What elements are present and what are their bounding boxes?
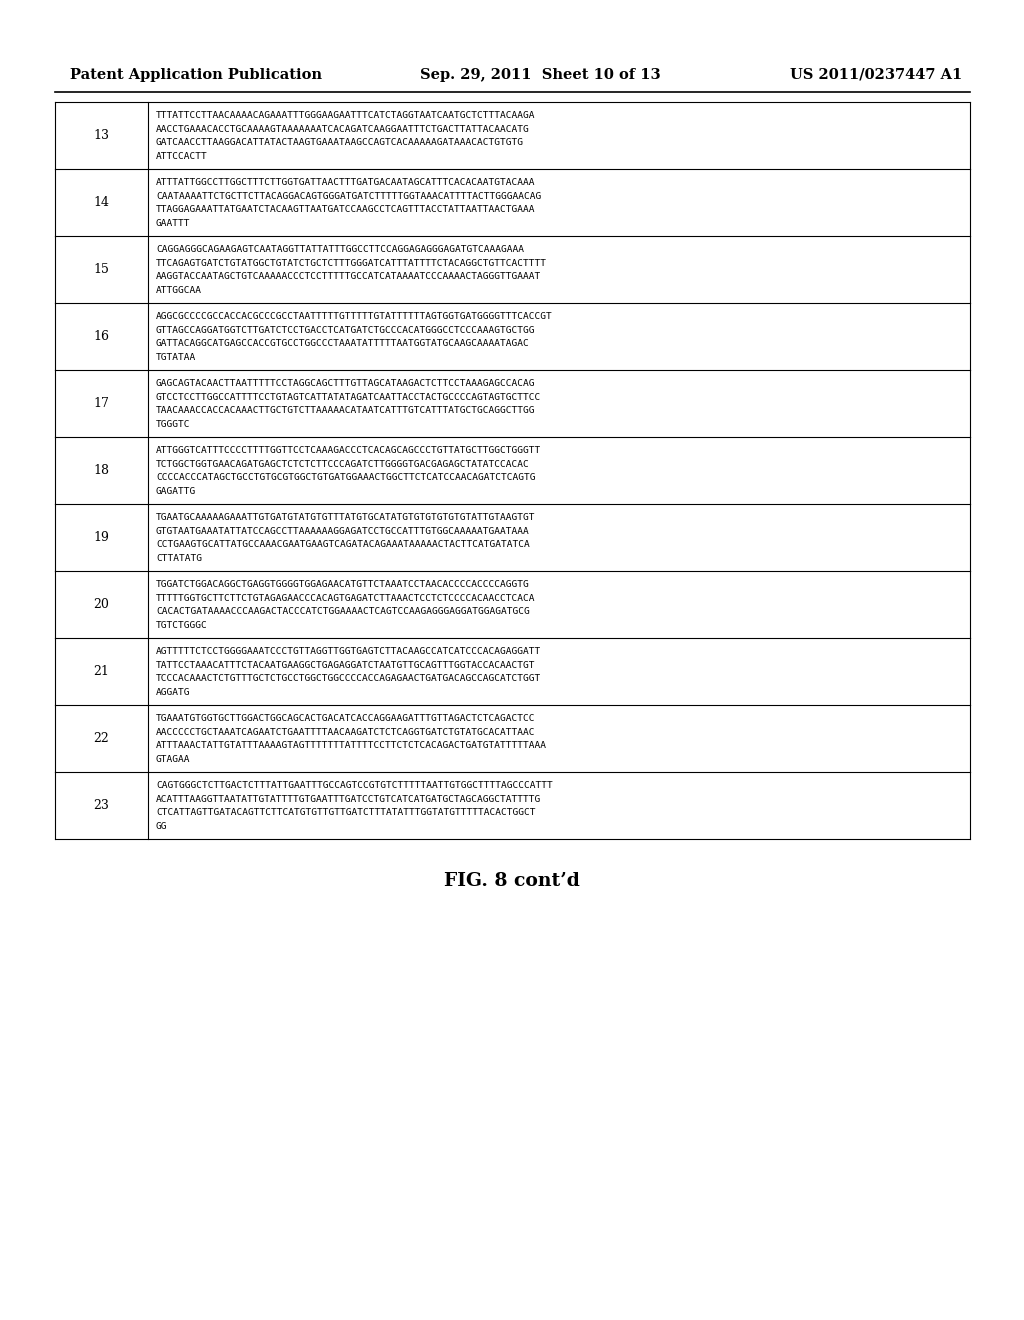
Text: GAATTT: GAATTT: [156, 219, 190, 228]
Text: CCCCACCCATAGCTGCCTGTGCGTGGCTGTGATGGAAACTGGCTTCTCATCCAACAGATCTCAGTG: CCCCACCCATAGCTGCCTGTGCGTGGCTGTGATGGAAACT…: [156, 474, 536, 482]
Text: 17: 17: [93, 397, 110, 411]
Text: GTCCTCCTTGGCCATTTTCCTGTAGTCATTATATAGATCAATTACCTACTGCCCCAGTAGTGCTTCC: GTCCTCCTTGGCCATTTTCCTGTAGTCATTATATAGATCA…: [156, 393, 542, 401]
Text: TCCCACAAACTCTGTTTGCTCTGCCTGGCTGGCCCCACCAGAGAACTGATGACAGCCAGCATCTGGT: TCCCACAAACTCTGTTTGCTCTGCCTGGCTGGCCCCACCA…: [156, 675, 542, 684]
Text: CACACTGATAAAACCCAAGACTACCCATCTGGAAAACTCAGTCCAAGAGGGAGGATGGAGATGCG: CACACTGATAAAACCCAAGACTACCCATCTGGAAAACTCA…: [156, 607, 529, 616]
Text: TTTTTGGTGCTTCTTCTGTAGAGAACCCACAGTGAGATCTTAAACTCCTCTCCCCACAACCTCACA: TTTTTGGTGCTTCTTCTGTAGAGAACCCACAGTGAGATCT…: [156, 594, 536, 603]
Text: GTAGAA: GTAGAA: [156, 755, 190, 764]
Text: TGGGTC: TGGGTC: [156, 420, 190, 429]
Text: ATTGGCAA: ATTGGCAA: [156, 285, 202, 294]
Text: CCTGAAGTGCATTATGCCAAACGAATGAAGTCAGATACAGAAATAAAAACTACTTCATGATATCA: CCTGAAGTGCATTATGCCAAACGAATGAAGTCAGATACAG…: [156, 540, 529, 549]
Text: 21: 21: [93, 665, 110, 678]
Text: TGTCTGGGC: TGTCTGGGC: [156, 620, 208, 630]
Text: ATTCCACTT: ATTCCACTT: [156, 152, 208, 161]
Text: TTAGGAGAAATTATGAATCTACAAGTTAATGATCCAAGCCTCAGTTTACCTATTAATTAACTGAAA: TTAGGAGAAATTATGAATCTACAAGTTAATGATCCAAGCC…: [156, 205, 536, 214]
Text: 23: 23: [93, 799, 110, 812]
Text: AAGGTACCAATAGCTGTCAAAAACCCTCCTTTTTGCCATCATAAAATCCCAAAACTAGGGTTGAAAT: AAGGTACCAATAGCTGTCAAAAACCCTCCTTTTTGCCATC…: [156, 272, 542, 281]
Text: CTTATATG: CTTATATG: [156, 554, 202, 562]
Text: TATTCCTAAACATTTCTACAATGAAGGCTGAGAGGATCTAATGTTGCAGTTTGGTACCACAACTGT: TATTCCTAAACATTTCTACAATGAAGGCTGAGAGGATCTA…: [156, 661, 536, 669]
Text: 13: 13: [93, 129, 110, 143]
Text: US 2011/0237447 A1: US 2011/0237447 A1: [790, 69, 963, 82]
Text: TGAATGCAAAAAGAAATTGTGATGTATGTGTTTATGTGCATATGTGTGTGTGTGTATTGTAAGTGT: TGAATGCAAAAAGAAATTGTGATGTATGTGTTTATGTGCA…: [156, 513, 536, 523]
Text: ACATTTAAGGTTAATATTGTATTTTGTGAATTTGATCCTGTCATCATGATGCTAGCAGGCTATTTTG: ACATTTAAGGTTAATATTGTATTTTGTGAATTTGATCCTG…: [156, 795, 542, 804]
Text: GG: GG: [156, 822, 168, 830]
Text: 14: 14: [93, 195, 110, 209]
Text: TAACAAACCACCACAAACTTGCTGTCTTAAAAACATAATCATTTGTCATTTATGCTGCAGGCTTGG: TAACAAACCACCACAAACTTGCTGTCTTAAAAACATAATC…: [156, 407, 536, 416]
Text: CAGGAGGGCAGAAGAGTCAATAGGTTATTATTTGGCCTTCCAGGAGAGGGAGATGTCAAAGAAA: CAGGAGGGCAGAAGAGTCAATAGGTTATTATTTGGCCTTC…: [156, 246, 524, 255]
Text: 18: 18: [93, 465, 110, 477]
Text: GAGATTG: GAGATTG: [156, 487, 197, 496]
Text: GATTACAGGCATGAGCCACCGTGCCTGGCCCTAAATATTTTTAATGGTATGCAAGCAAAATAGAC: GATTACAGGCATGAGCCACCGTGCCTGGCCCTAAATATTT…: [156, 339, 529, 348]
Text: TGAAATGTGGTGCTTGGACTGGCAGCACTGACATCACCAGGAAGATTTGTTAGACTCTCAGACTCC: TGAAATGTGGTGCTTGGACTGGCAGCACTGACATCACCAG…: [156, 714, 536, 723]
Text: 15: 15: [93, 263, 110, 276]
Text: TGGATCTGGACAGGCTGAGGTGGGGTGGAGAACATGTTCTAAATCCTAACACCCCACCCCAGGTG: TGGATCTGGACAGGCTGAGGTGGGGTGGAGAACATGTTCT…: [156, 581, 529, 589]
Text: ATTTATTGGCCTTGGCTTTCTTGGTGATTAACTTTGATGACAATAGCATTTCACACAATGTACAAA: ATTTATTGGCCTTGGCTTTCTTGGTGATTAACTTTGATGA…: [156, 178, 536, 187]
Text: GTGTAATGAAATATTATCCAGCCTTAAAAAAGGAGATCCTGCCATTTGTGGCAAAAATGAATAAA: GTGTAATGAAATATTATCCAGCCTTAAAAAAGGAGATCCT…: [156, 527, 529, 536]
Text: FIG. 8 cont’d: FIG. 8 cont’d: [444, 873, 580, 890]
Text: TCTGGCTGGTGAACAGATGAGCTCTCTCTTCCCAGATCTTGGGGTGACGAGAGCTATATCCACAC: TCTGGCTGGTGAACAGATGAGCTCTCTCTTCCCAGATCTT…: [156, 459, 529, 469]
Text: TTCAGAGTGATCTGTATGGCTGTATCTGCTCTTTGGGATCATTTATTTTCTACAGGCTGTTCACTTTT: TTCAGAGTGATCTGTATGGCTGTATCTGCTCTTTGGGATC…: [156, 259, 547, 268]
Text: AACCCCCTGCTAAATCAGAATCTGAATTTTAACAAGATCTCTCAGGTGATCTGTATGCACATTAAC: AACCCCCTGCTAAATCAGAATCTGAATTTTAACAAGATCT…: [156, 727, 536, 737]
Text: 16: 16: [93, 330, 110, 343]
Text: CAATAAAATTCTGCTTCTTACAGGACAGTGGGATGATCTTTTTGGTAAACATTTTACTTGGGAACAG: CAATAAAATTCTGCTTCTTACAGGACAGTGGGATGATCTT…: [156, 191, 542, 201]
Text: GTTAGCCAGGATGGTCTTGATCTCCTGACCTCATGATCTGCCCACATGGGCCTCCCAAAGTGCTGG: GTTAGCCAGGATGGTCTTGATCTCCTGACCTCATGATCTG…: [156, 326, 536, 335]
Text: GATCAACCTTAAGGACATTATACTAAGTGAAATAAGCCAGTCACAAAAAGATAAACACTGTGTG: GATCAACCTTAAGGACATTATACTAAGTGAAATAAGCCAG…: [156, 139, 524, 148]
Text: TGTATAA: TGTATAA: [156, 352, 197, 362]
Text: CAGTGGGCTCTTGACTCTTTATTGAATTTGCCAGTCCGTGTCTTTTTAATTGTGGCTTTTAGCCCATTT: CAGTGGGCTCTTGACTCTTTATTGAATTTGCCAGTCCGTG…: [156, 781, 553, 791]
Text: 19: 19: [93, 531, 110, 544]
Text: Patent Application Publication: Patent Application Publication: [70, 69, 322, 82]
Text: Sep. 29, 2011  Sheet 10 of 13: Sep. 29, 2011 Sheet 10 of 13: [420, 69, 660, 82]
Text: ATTGGGTCATTTCCCCTTTTGGTTCCTCAAAGACCCTCACAGCAGCCCTGTTATGCTTGGCTGGGTT: ATTGGGTCATTTCCCCTTTTGGTTCCTCAAAGACCCTCAC…: [156, 446, 542, 455]
Text: GAGCAGTACAACTTAATTTTTCCTAGGCAGCTTTGTTAGCATAAGACTCTTCCTAAAGAGCCACAG: GAGCAGTACAACTTAATTTTTCCTAGGCAGCTTTGTTAGC…: [156, 379, 536, 388]
Text: 20: 20: [93, 598, 110, 611]
Text: TTTATTCCTTAACAAAACAGAAATTTGGGAAGAATTTCATCTAGGTAATCAATGCTCTTTACAAGA: TTTATTCCTTAACAAAACAGAAATTTGGGAAGAATTTCAT…: [156, 111, 536, 120]
Text: CTCATTAGTTGATACAGTTCTTCATGTGTTGTTGATCTTTATATTTGGTATGTTTTTACACTGGCT: CTCATTAGTTGATACAGTTCTTCATGTGTTGTTGATCTTT…: [156, 808, 536, 817]
Text: 22: 22: [93, 733, 110, 744]
Text: AGGCGCCCCGCCACCACGCCCGCCTAATTTTTGTTTTTGTATTTTTTAGTGGTGATGGGGTTTCACCGT: AGGCGCCCCGCCACCACGCCCGCCTAATTTTTGTTTTTGT…: [156, 313, 553, 321]
Text: AACCTGAAACACCTGCAAAAGTAAAAAAATCACAGATCAAGGAATTTCTGACTTATTACAACATG: AACCTGAAACACCTGCAAAAGTAAAAAAATCACAGATCAA…: [156, 125, 529, 133]
Text: AGTTTTTCTCCTGGGGAAATCCCTGTTAGGTTGGTGAGTCTTACAAGCCATCATCCCACAGAGGATT: AGTTTTTCTCCTGGGGAAATCCCTGTTAGGTTGGTGAGTC…: [156, 647, 542, 656]
Text: AGGATG: AGGATG: [156, 688, 190, 697]
Text: ATTTAAACTATTGTATTTAAAAGTAGTTTTTTTATTTTCCTTCTCTCACAGACTGATGTATTTTTAAA: ATTTAAACTATTGTATTTAAAAGTAGTTTTTTTATTTTCC…: [156, 742, 547, 750]
